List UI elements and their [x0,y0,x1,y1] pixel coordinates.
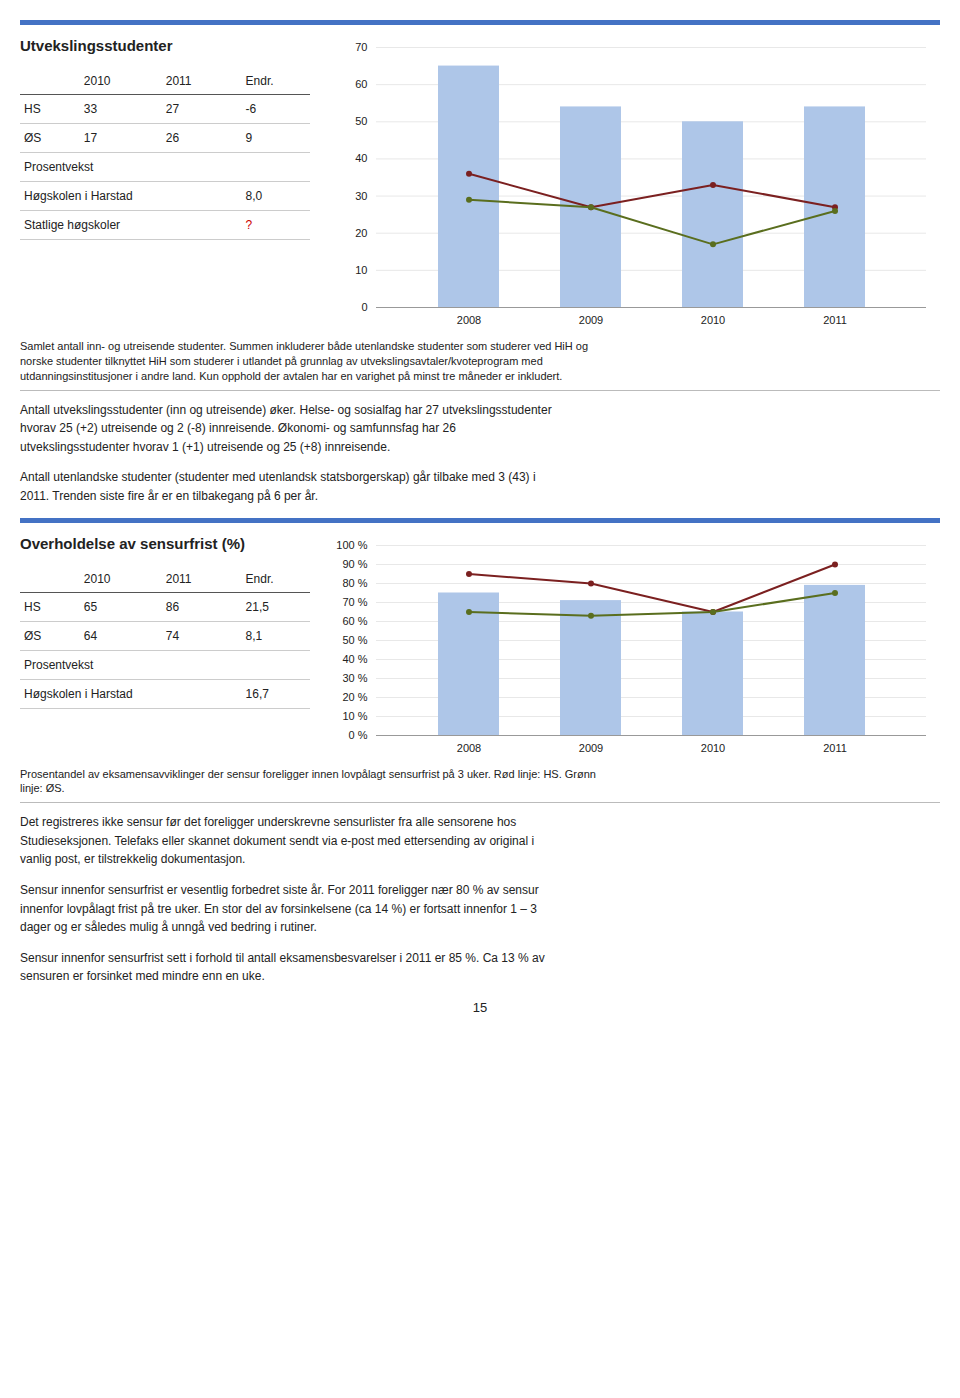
html-text:sensuren er forsinket med mind: sensuren er forsinket med mindre enn en … [20,969,265,984]
svg-text:60 %: 60 % [342,615,367,627]
svg-text:20 %: 20 % [342,691,367,703]
svg-text:10 %: 10 % [342,710,367,722]
html-text:Endr.: Endr. [245,571,274,586]
svg-text:2009: 2009 [579,314,603,326]
svg-text:70: 70 [355,41,367,53]
html-text:Høgskolen i Harstad: Høgskolen i Harstad [24,189,133,203]
html-text:Utvekslingsstudenter: Utvekslingsstudenter [20,37,173,54]
html-text:74: 74 [165,628,180,643]
svg-text:50: 50 [355,115,367,127]
html-text:Studieseksjonen. Telefaks elle: Studieseksjonen. Telefaks eller skannet … [20,833,535,848]
html-text:86: 86 [165,599,180,614]
html-text:innenfor lovpålagt frist på tr: innenfor lovpålagt frist på tre uker. En… [20,901,537,916]
html-text:Antall utvekslingsstudenter (i: Antall utvekslingsstudenter (inn og utre… [20,402,552,417]
svg-text:20: 20 [355,227,367,239]
html-text:vanlig post, er tilstrekkelig: vanlig post, er tilstrekkelig dokumentas… [20,852,246,867]
html-text:HS: HS [24,102,41,116]
html-text:27: 27 [165,102,180,116]
svg-text:80 %: 80 % [342,577,367,589]
html-text:9: 9 [245,131,253,145]
html-text:Overholdelse av sensurfrist (%: Overholdelse av sensurfrist (%) [20,534,246,552]
html-text:2010: 2010 [83,571,111,586]
svg-text:100 %: 100 % [336,539,367,551]
svg-text:60: 60 [355,78,367,90]
html-text:15: 15 [472,999,488,1015]
svg-text:0: 0 [361,301,367,313]
html-text:Det registreres ikke sensur fø: Det registreres ikke sensur før det fore… [20,815,517,830]
html-text:dager og er således mulig å un: dager og er således mulig å unngå ved be… [20,920,317,935]
html-text:64: 64 [83,628,98,643]
svg-text:70 %: 70 % [342,596,367,608]
svg-text:2008: 2008 [457,314,481,326]
html-text:Antall utenlandske studenter (: Antall utenlandske studenter (studenter … [20,470,536,485]
html-text:2011. Trenden siste fire år er: 2011. Trenden siste fire år er en tilbak… [20,488,318,503]
svg-text:90 %: 90 % [342,558,367,570]
html-text:Statlige høgskoler: Statlige høgskoler [24,218,120,232]
html-text:ØS: ØS [24,131,42,145]
html-text:33: 33 [83,102,98,116]
svg-text:10: 10 [355,264,367,276]
html-text:HS: HS [24,599,41,614]
html-text:17: 17 [83,131,98,145]
svg-text:30: 30 [355,190,367,202]
html-text:Prosentvekst: Prosentvekst [24,160,94,174]
svg-text:40: 40 [355,152,367,164]
html-text:Sensur innenfor sensurfrist er: Sensur innenfor sensurfrist er vesentlig… [20,883,539,897]
html-text:8,1: 8,1 [245,628,263,643]
html-text:Prosentandel av eksamensavvikl: Prosentandel av eksamensavviklinger der … [20,767,596,795]
svg-text:2011: 2011 [823,314,847,326]
html-text:Prosentvekst: Prosentvekst [24,657,94,672]
svg-text:2008: 2008 [457,742,481,754]
html-text:2010: 2010 [83,74,111,88]
svg-text:30 %: 30 % [342,672,367,684]
svg-text:50 %: 50 % [342,634,367,646]
html-text:65: 65 [83,599,98,614]
html-text:2011: 2011 [165,571,192,586]
html-text:Samlet antall inn- og utreisen: Samlet antall inn- og utreisende student… [20,340,588,382]
html-text:16,7: 16,7 [245,686,269,701]
html-text:-6: -6 [245,102,257,116]
svg-text:2010: 2010 [701,742,725,754]
html-text:Høgskolen i Harstad: Høgskolen i Harstad [24,686,133,701]
html-text:21,5: 21,5 [245,599,269,614]
svg-text:2011: 2011 [823,742,847,754]
html-text:8,0: 8,0 [245,189,263,203]
html-text:ØS: ØS [24,628,42,643]
svg-text:2010: 2010 [701,314,725,326]
svg-text:2009: 2009 [579,742,603,754]
svg-text:40 %: 40 % [342,653,367,665]
html-text:Sensur innenfor sensurfrist se: Sensur innenfor sensurfrist sett i forho… [20,950,545,965]
html-text:26: 26 [165,131,180,145]
html-text:utvekslingsstudenter hvorav 1: utvekslingsstudenter hvorav 1 (+1) utrei… [20,439,391,454]
html-text:Endr.: Endr. [245,74,274,88]
svg-text:0 %: 0 % [349,729,368,741]
html-text:hvorav 25 (+2) utreisende og 2: hvorav 25 (+2) utreisende og 2 (-8) innr… [20,421,456,436]
html-text:2011: 2011 [165,74,192,88]
